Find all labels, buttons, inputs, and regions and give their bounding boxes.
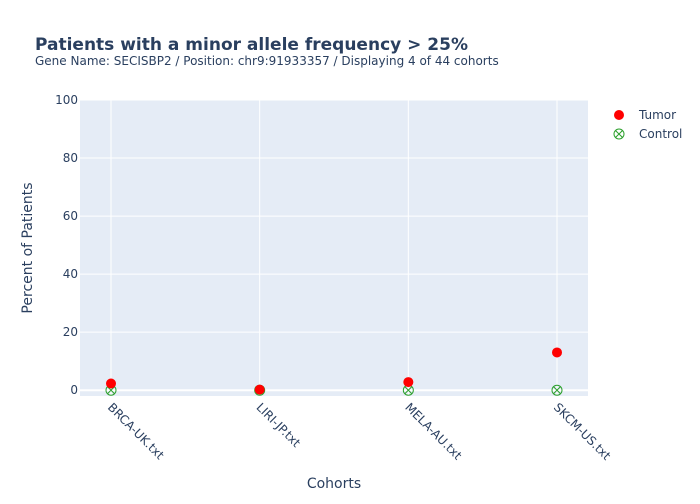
y-tick-label: 0 [70,383,78,397]
legend-item-control[interactable]: Control [613,127,682,141]
y-tick-label: 60 [63,209,78,223]
tumor-point[interactable] [106,378,116,389]
x-tick-label: LIRI-JP.txt [254,400,304,450]
data-points [105,347,563,396]
legend-marker-tumor[interactable] [614,110,624,120]
y-axis-label: Percent of Patients [20,182,36,313]
y-tick-label: 100 [55,93,78,107]
x-axis-label: Cohorts [307,476,361,492]
plot-area [80,100,588,396]
legend-label: Tumor [638,108,676,122]
y-axis: 0 20 40 60 80 100 [55,93,78,397]
grid-layer [80,99,588,396]
legend-label: Control [639,127,682,141]
legend-item-tumor[interactable]: Tumor [614,108,676,122]
y-tick-label: 40 [63,267,78,281]
tumor-point[interactable] [552,347,562,358]
y-tick-label: 80 [63,151,78,165]
x-tick-label: MELA-AU.txt [402,400,465,463]
control-point[interactable] [551,384,563,396]
x-axis: BRCA-UK.txt LIRI-JP.txt MELA-AU.txt SKCM-US… [105,400,614,463]
legend[interactable]: Tumor Control [613,108,682,141]
y-tick-label: 20 [63,325,78,339]
x-tick-label: BRCA-UK.txt [105,400,167,462]
legend-marker-control[interactable] [613,128,625,140]
x-tick-label: SKCM-US.txt [551,400,614,463]
tumor-point[interactable] [403,377,414,388]
chart-subtitle: Gene Name: SECISBP2 / Position: chr9:919… [35,54,499,68]
tumor-point[interactable] [254,384,265,395]
chart-title: Patients with a minor allele frequency >… [35,35,468,55]
